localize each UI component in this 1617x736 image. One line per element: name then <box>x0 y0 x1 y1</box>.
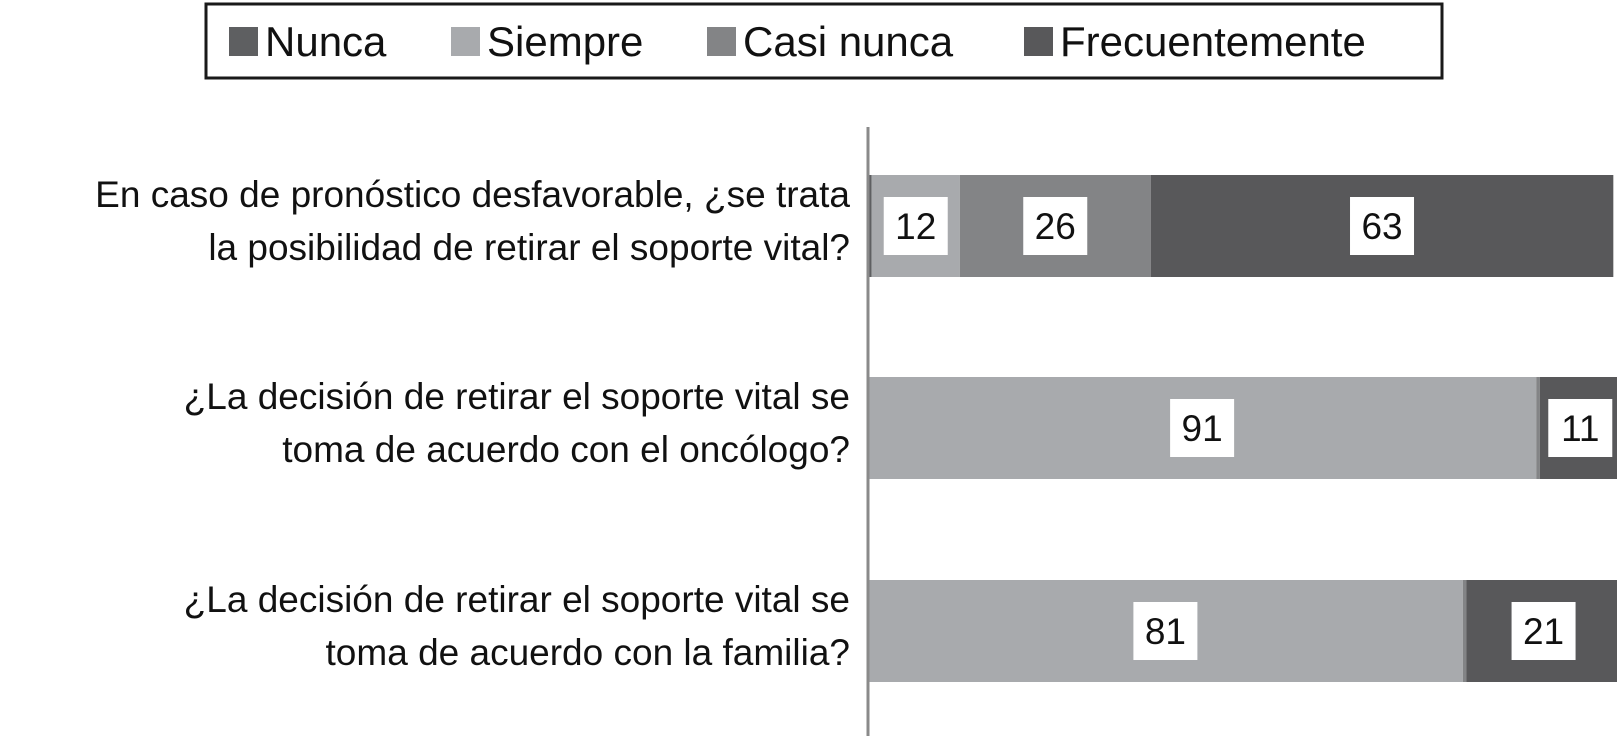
category-label: En caso de pronóstico desfavorable, ¿se … <box>95 174 850 215</box>
legend-label-nunca: Nunca <box>265 18 387 65</box>
legend-swatch-siempre <box>451 27 480 56</box>
data-label-box <box>1170 399 1235 457</box>
data-label: 91 <box>1182 408 1223 449</box>
bars-group: 12 26 63 91 11 81 21 <box>868 175 1617 682</box>
data-label-box <box>1023 197 1088 255</box>
category-label: toma de acuerdo con la familia? <box>326 632 850 673</box>
data-label: 11 <box>1561 408 1599 449</box>
category-label: toma de acuerdo con el oncólogo? <box>282 429 850 470</box>
data-label-box <box>1133 602 1198 660</box>
data-label: 12 <box>895 206 936 247</box>
legend: Nunca Siempre Casi nunca Frecuentemente <box>204 2 1444 80</box>
bar-segment-casi-nunca <box>1536 377 1540 479</box>
legend-label-siempre: Siempre <box>487 18 643 65</box>
category-label: ¿La decisión de retirar el soporte vital… <box>184 376 850 417</box>
category-labels: En caso de pronóstico desfavorable, ¿se … <box>95 174 850 673</box>
legend-label-casi-nunca: Casi nunca <box>743 18 954 65</box>
legend-label-frecuentemente: Frecuentemente <box>1060 18 1366 65</box>
data-label-box <box>1548 399 1613 457</box>
bar-segment-casi-nunca <box>1462 580 1467 682</box>
category-label: ¿La decisión de retirar el soporte vital… <box>184 579 850 620</box>
data-label: 81 <box>1145 611 1186 652</box>
legend-swatch-nunca <box>229 27 258 56</box>
data-label: 63 <box>1361 206 1402 247</box>
data-label-box <box>883 197 948 255</box>
bar-segment-nunca <box>868 175 872 277</box>
legend-swatch-casi-nunca <box>707 27 736 56</box>
category-label: la posibilidad de retirar el soporte vit… <box>208 227 850 268</box>
data-label: 26 <box>1035 206 1076 247</box>
legend-box <box>204 2 1444 80</box>
data-label-box <box>1350 197 1415 255</box>
data-label: 21 <box>1523 611 1564 652</box>
data-label-box <box>1511 602 1576 660</box>
legend-swatch-frecuentemente <box>1024 27 1053 56</box>
